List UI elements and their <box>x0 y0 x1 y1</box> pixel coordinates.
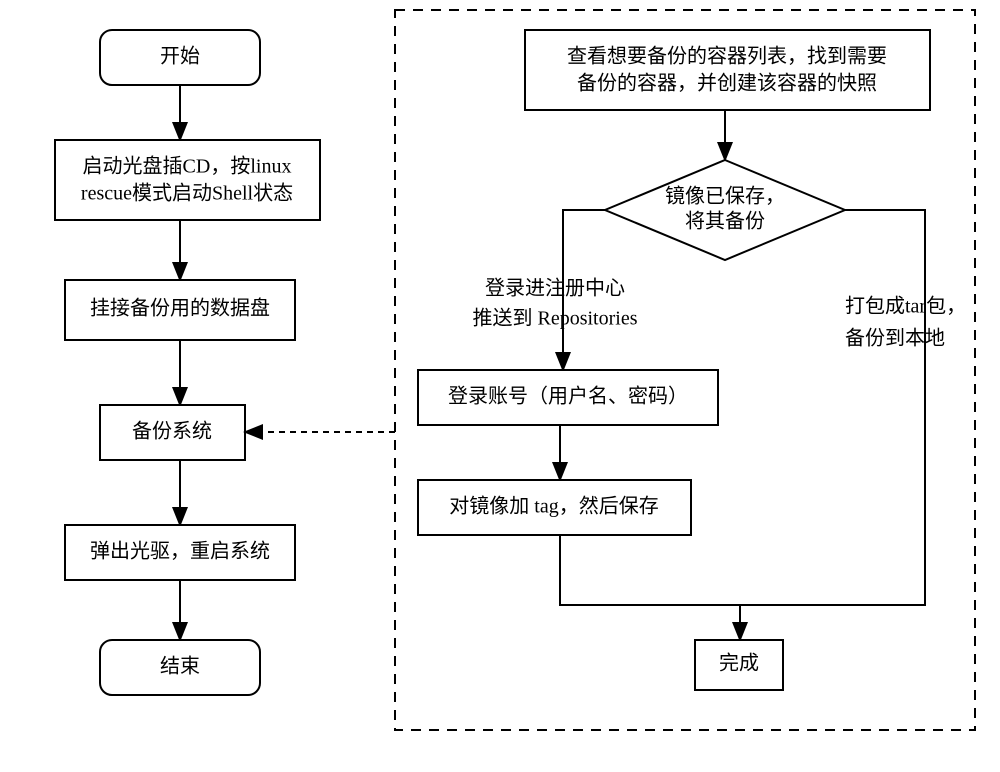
node-boot-cd-l1: 启动光盘插CD，按linux <box>83 155 292 178</box>
node-end-label: 结束 <box>160 655 200 678</box>
node-eject-restart-label: 弹出光驱，重启系统 <box>90 540 270 563</box>
node-tag-image-label: 对镜像加 tag，然后保存 <box>449 495 658 518</box>
decision-image-saved-l1: 镜像已保存， <box>665 185 785 208</box>
decision-image-saved-l2: 将其备份 <box>685 210 765 233</box>
node-view-container-list <box>525 30 930 110</box>
edge-d1-right-label-l2: 备份到本地 <box>845 327 945 350</box>
edge-d1-right-down <box>740 210 925 640</box>
edge-d1-right-label-l1: 打包成tar包， <box>845 295 966 318</box>
node-boot-cd-l2: rescue模式启动Shell状态 <box>81 182 293 205</box>
edge-r3-join <box>560 535 925 605</box>
node-backup-system-label: 备份系统 <box>132 420 212 443</box>
node-mount-disk-label: 挂接备份用的数据盘 <box>90 297 270 320</box>
node-view-container-list-l1: 查看想要备份的容器列表，找到需要 <box>567 45 887 68</box>
edge-d1-r2-label-l1: 登录进注册中心 <box>485 277 625 300</box>
node-boot-cd <box>55 140 320 220</box>
node-start-label: 开始 <box>160 45 200 68</box>
edge-d1-r2-label-l2: 推送到 Repositories <box>473 307 638 330</box>
node-complete-label: 完成 <box>719 652 759 675</box>
node-view-container-list-l2: 备份的容器，并创建该容器的快照 <box>577 72 877 95</box>
flowchart-canvas: 开始 启动光盘插CD，按linux rescue模式启动Shell状态 挂接备份… <box>0 0 1000 772</box>
node-login-account-label: 登录账号（用户名、密码） <box>448 385 688 408</box>
